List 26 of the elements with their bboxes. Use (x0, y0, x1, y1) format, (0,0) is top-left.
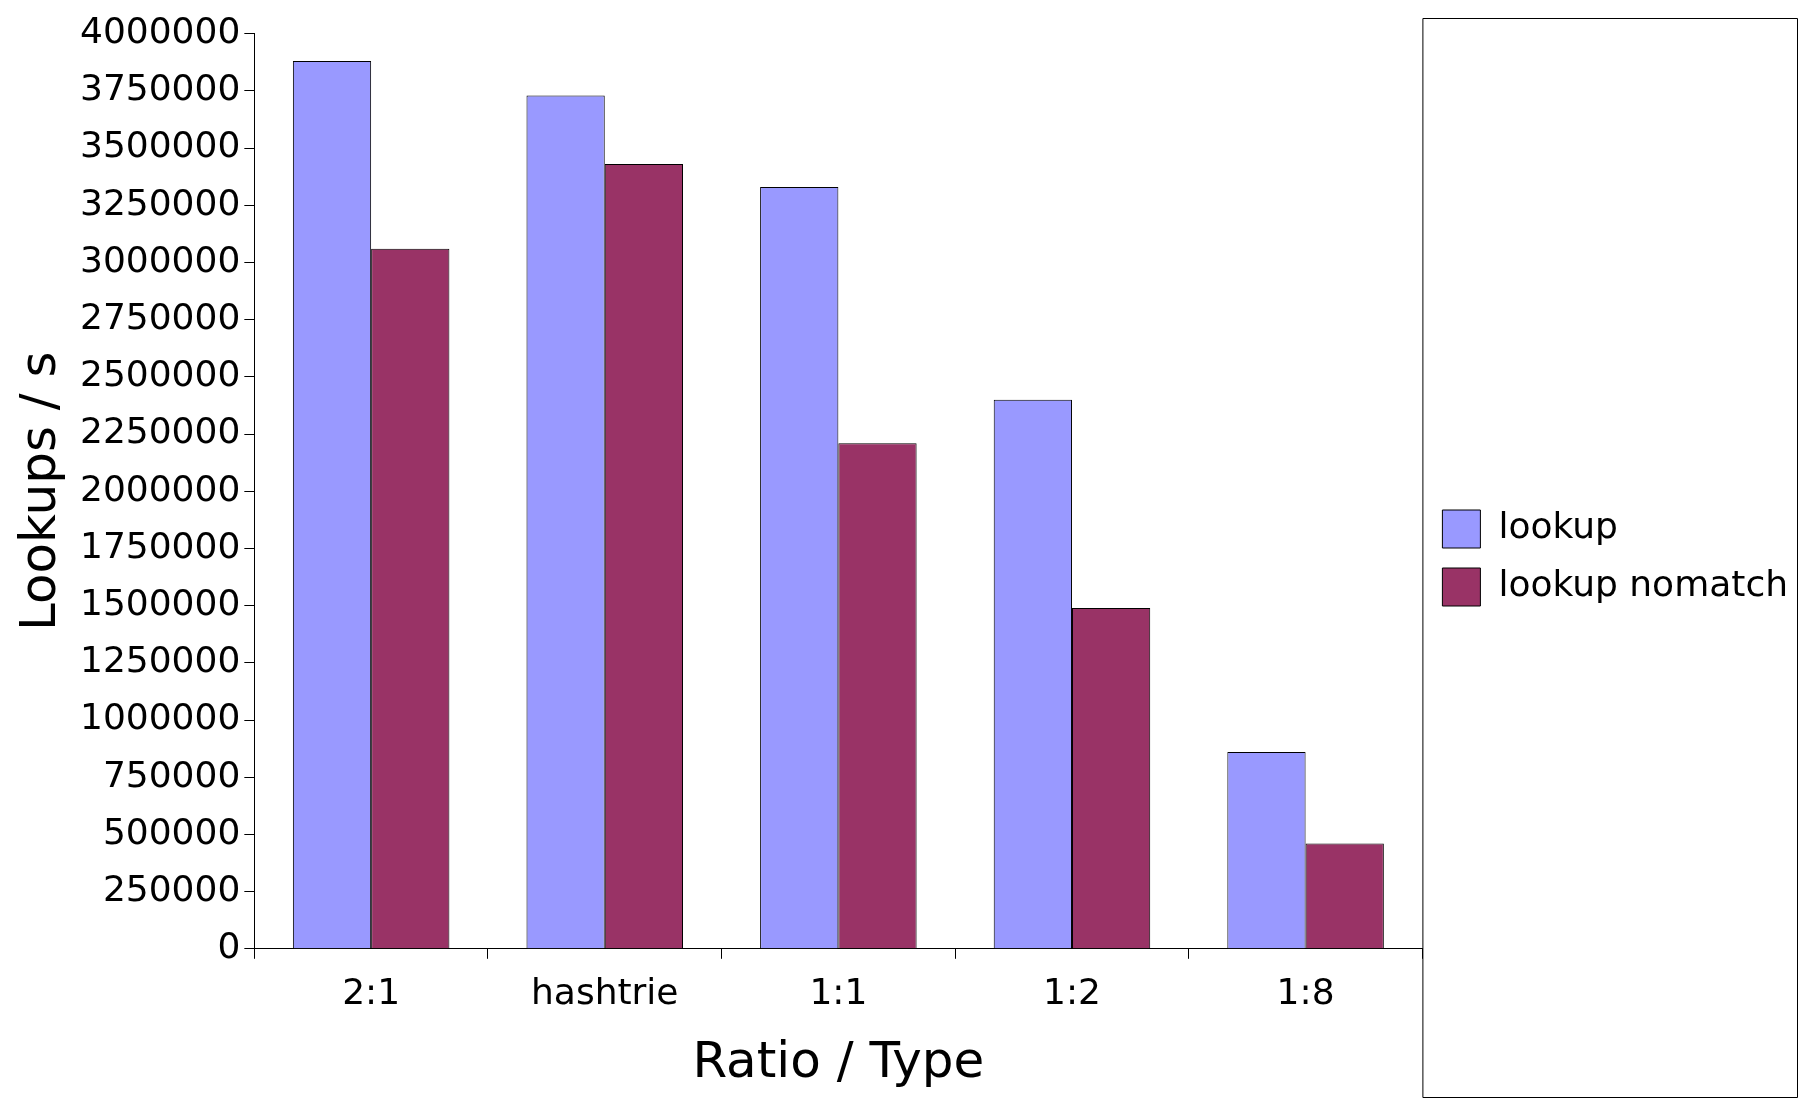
y-tick-label: 3750000 (79, 67, 241, 109)
y-tick-label: 2000000 (79, 467, 241, 509)
y-tick-label: 3000000 (79, 238, 241, 280)
y-tick-label: 250000 (102, 867, 241, 909)
y-tick-label: 3500000 (79, 124, 241, 166)
y-tick-label: 1000000 (79, 696, 241, 738)
y-tick-label: 500000 (102, 810, 241, 852)
legend-label: lookup (1498, 505, 1618, 547)
x-tick-label: 2:1 (342, 970, 401, 1012)
y-tick-label: 4000000 (79, 9, 241, 51)
x-tick-label: 1:2 (1043, 970, 1101, 1012)
y-tick-label: 750000 (102, 753, 241, 795)
y-tick-label: 1250000 (79, 639, 241, 681)
y-tick-label: 2750000 (79, 295, 241, 337)
y-tick-label: 1500000 (79, 581, 241, 623)
y-tick-label: 2250000 (79, 410, 241, 452)
y-tick-label: 0 (217, 925, 241, 967)
x-axis-title: Ratio / Type (692, 1030, 985, 1089)
y-tick-label: 1750000 (79, 524, 241, 566)
x-tick-label: 1:1 (809, 970, 868, 1012)
y-tick-label: 3250000 (79, 181, 241, 223)
legend-label: lookup nomatch (1498, 563, 1789, 605)
y-axis-title: Lookups / s (8, 351, 67, 632)
y-tick-label: 2500000 (79, 353, 241, 395)
x-tick-label: 1:8 (1276, 970, 1335, 1012)
x-tick-label: hashtrie (530, 970, 679, 1012)
